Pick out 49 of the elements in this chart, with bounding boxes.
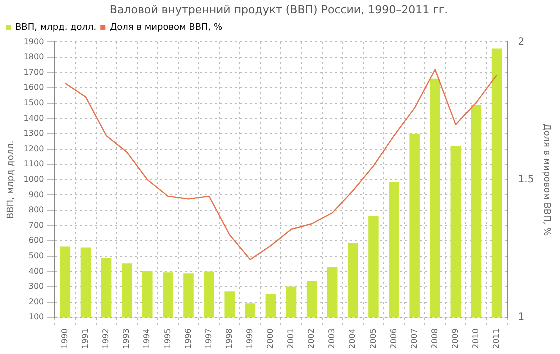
y-tick-label: 800 xyxy=(28,206,44,215)
y2-axis-title: Доля в мировом ВВП, % xyxy=(541,124,552,237)
y-tick-label: 600 xyxy=(28,236,44,246)
y-tick-label: 700 xyxy=(28,220,44,230)
y2-tick-label: 2 xyxy=(518,36,525,48)
legend-label: Доля в мировом ВВП, % xyxy=(110,23,224,34)
y-tick-label: 100 xyxy=(28,312,44,322)
y-tick-label: 1800 xyxy=(24,52,44,62)
legend-label: ВВП, млрд. долл. xyxy=(16,23,97,34)
x-tick-label: 2002 xyxy=(307,328,316,349)
chart-title: Валовой внутренний продукт (ВВП) России, 1990–2011 гг. xyxy=(110,3,448,16)
x-tick-label: 1994 xyxy=(142,328,152,349)
x-tick-label: 1998 xyxy=(224,328,234,349)
x-tick-label: 2007 xyxy=(410,328,419,349)
x-tick-label: 2003 xyxy=(328,328,337,349)
x-tick-label: 2000 xyxy=(266,328,276,349)
x-tick-label: 1990 xyxy=(60,328,70,349)
y-tick-label: 1100 xyxy=(24,160,44,169)
y2-tick-label: 1.5 xyxy=(518,174,534,186)
x-tick-label: 1997 xyxy=(204,328,214,349)
x-tick-label: 1996 xyxy=(184,328,193,349)
x-tick-label: 2010 xyxy=(472,328,481,349)
x-tick-label: 2011 xyxy=(492,328,502,349)
x-tick-label: 2009 xyxy=(450,328,460,349)
y-axis-title: ВВП, млрд долл. xyxy=(6,140,17,220)
x-tick-label: 1992 xyxy=(102,328,111,349)
x-tick-label: 2004 xyxy=(348,328,358,349)
y-tick-label: 1300 xyxy=(24,129,44,138)
y-tick-label: 1200 xyxy=(24,144,44,154)
y2-tick-label: 1 xyxy=(518,312,525,324)
x-tick-label: 2008 xyxy=(430,328,440,349)
y-tick-label: 1700 xyxy=(24,68,44,77)
x-tick-label: 1991 xyxy=(81,328,90,349)
x-tick-label: 1995 xyxy=(163,328,172,349)
x-tick-label: 2006 xyxy=(389,328,398,349)
x-tick-label: 1999 xyxy=(245,328,254,349)
x-tick-label: 2001 xyxy=(286,328,296,349)
y-tick-label: 500 xyxy=(28,252,44,261)
y-tick-label: 200 xyxy=(28,297,44,306)
y-tick-label: 1400 xyxy=(24,114,44,123)
x-tick-label: 1993 xyxy=(122,328,132,349)
y-tick-label: 400 xyxy=(28,266,44,276)
y-tick-label: 900 xyxy=(28,190,44,200)
y-tick-label: 300 xyxy=(28,282,44,292)
x-tick-label: 2005 xyxy=(368,328,378,349)
y-tick-label: 1600 xyxy=(24,83,44,92)
y-tick-label: 1500 xyxy=(24,98,44,108)
y-tick-label: 1900 xyxy=(24,37,44,46)
y-tick-label: 1000 xyxy=(24,175,44,184)
